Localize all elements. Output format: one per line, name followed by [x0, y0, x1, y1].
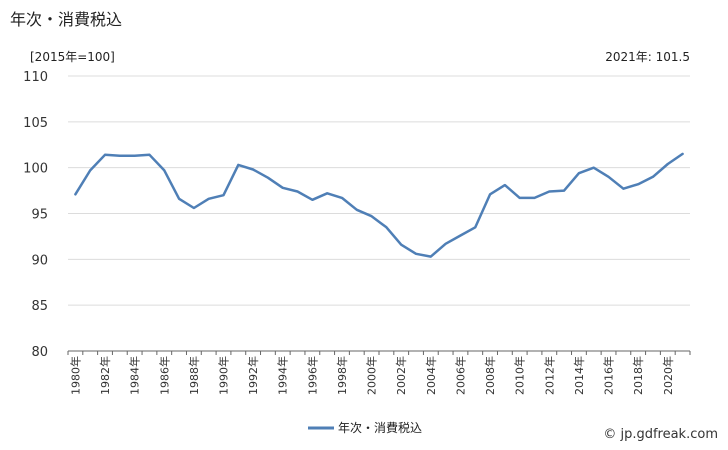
- x-tick-label: 2006年: [453, 356, 467, 395]
- chart-title: 年次・消費税込: [10, 10, 123, 29]
- y-tick-label: 100: [23, 162, 48, 177]
- x-tick-label: 2004年: [424, 356, 438, 395]
- legend-label: 年次・消費税込: [338, 420, 422, 435]
- x-tick-label: 2014年: [572, 356, 586, 395]
- x-tick-label: 1988年: [187, 356, 201, 395]
- x-tick-label: 2002年: [394, 356, 408, 395]
- y-tick-label: 85: [31, 299, 48, 314]
- series-line: [74, 152, 684, 258]
- x-tick-label: 2000年: [365, 356, 379, 395]
- x-tick-label: 1996年: [305, 356, 319, 395]
- x-tick-label: 2010年: [513, 356, 527, 395]
- y-tick-label: 105: [23, 116, 48, 131]
- y-tick-label: 95: [31, 208, 48, 223]
- x-tick-label: 1986年: [157, 356, 171, 395]
- y-tick-label: 80: [31, 345, 48, 360]
- x-tick-label: 2008年: [483, 356, 497, 395]
- y-tick-labels: 80 85 90 95 100 105 110: [23, 70, 48, 360]
- x-tick-label: 1984年: [128, 356, 142, 395]
- y-tick-label: 90: [31, 253, 48, 268]
- x-tick-label: 2020年: [661, 356, 675, 395]
- x-tick-label: 2012年: [542, 356, 556, 395]
- x-tick-labels: 1980年 1982年 1984年 1986年 1988年 1990年 1992年 1994年…: [68, 356, 674, 395]
- x-tick-label: 2018年: [631, 356, 645, 395]
- x-tick-label: 1994年: [276, 356, 290, 395]
- x-tick-label: 1980年: [68, 356, 82, 395]
- legend: 年次・消費税込: [308, 420, 422, 435]
- grid-lines: [68, 75, 690, 306]
- x-tick-label: 1982年: [98, 356, 112, 395]
- source-credit: © jp.gdfreak.com: [603, 427, 718, 442]
- x-tick-label: 2016年: [602, 356, 616, 395]
- series-lines: [74, 152, 684, 258]
- axes: [67, 350, 691, 355]
- x-tick-label: 1992年: [246, 356, 260, 395]
- latest-value-label: 2021年: 101.5: [605, 50, 690, 64]
- unit-label: [2015年=100]: [30, 50, 115, 64]
- x-tick-label: 1998年: [335, 356, 349, 395]
- y-tick-label: 110: [23, 70, 48, 85]
- x-tick-label: 1990年: [217, 356, 231, 395]
